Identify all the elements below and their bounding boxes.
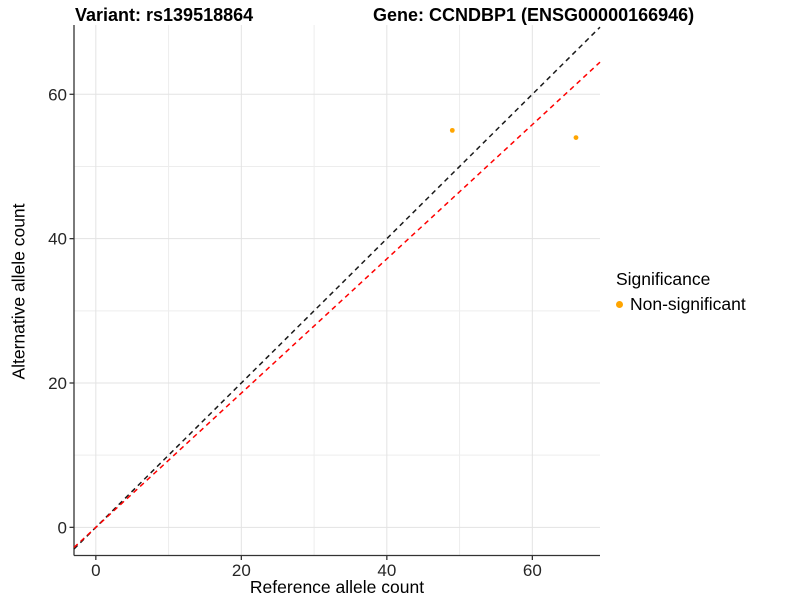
x-tick-label: 60 [523, 561, 542, 580]
x-tick-label: 40 [377, 561, 396, 580]
plot-title-gene: Gene: CCNDBP1 (ENSG00000166946) [373, 5, 695, 25]
x-tick-label: 0 [91, 561, 100, 580]
y-tick-label: 60 [48, 85, 67, 104]
legend-title: Significance [616, 269, 711, 289]
x-axis-label: Reference allele count [249, 577, 425, 597]
legend-item-non-significant: Non-significant [616, 294, 746, 315]
data-point [449, 127, 455, 133]
y-tick-label: 0 [58, 518, 67, 537]
data-point [573, 135, 579, 140]
plot-title-variant: Variant: rs139518864 [75, 5, 254, 25]
y-tick-label: 40 [48, 230, 67, 249]
fit-line [73, 61, 601, 549]
legend-item-label: Non-significant [630, 294, 746, 314]
x-tick-label: 20 [232, 561, 251, 580]
legend: Significance Non-significant [616, 269, 746, 315]
y-axis-label: Alternative allele count [8, 203, 29, 380]
y-tick-label: 20 [48, 374, 67, 393]
legend-swatch-icon [616, 301, 623, 308]
identity-line [73, 26, 601, 550]
